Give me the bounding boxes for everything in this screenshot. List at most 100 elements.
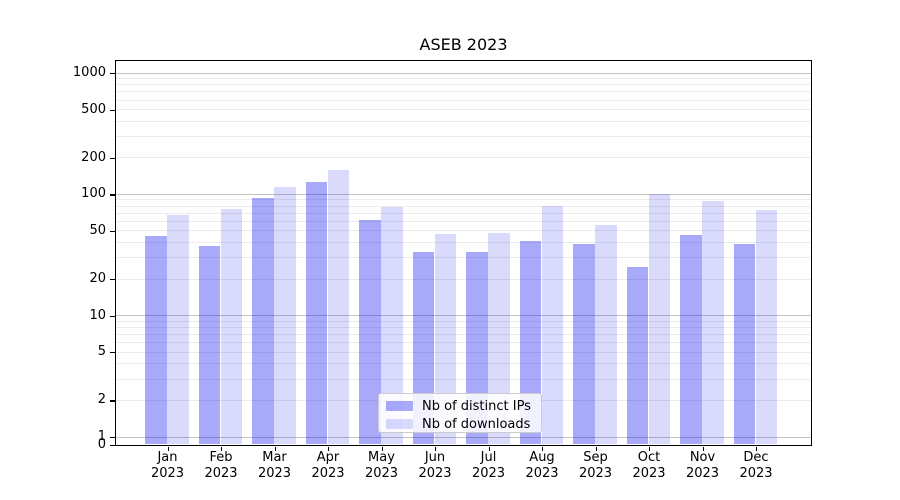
x-tick-mark-apr [328,446,330,451]
gridline-minor-700 [115,91,811,93]
y-tick-label-100: 100 [81,186,106,202]
gridline-minor-30 [115,257,811,259]
bar-downloads-feb [220,209,243,445]
gridline-major-1000 [115,72,811,74]
x-tick-label-feb: Feb 2023 [179,450,263,482]
x-tick-mark-feb [221,446,223,451]
x-tick-year-nov: 2023 [685,466,720,481]
x-tick-mark-jan [167,446,169,451]
legend: Nb of distinct IPs Nb of downloads [378,393,542,433]
x-tick-year-may: 2023 [364,466,399,481]
gridline-minor-20 [115,278,811,280]
x-tick-mark-sep [595,446,597,451]
y-tick-label-1000: 1000 [72,65,106,81]
bar-ips-may [359,219,381,445]
chart-title: ASEB 2023 [419,35,508,54]
legend-swatch-downloads [386,419,413,429]
y-tick-label-500: 500 [81,101,106,117]
x-tick-year-dec: 2023 [739,466,773,481]
x-tick-mark-nov [702,446,704,451]
x-tick-label-sep: Sep 2023 [554,450,638,482]
x-tick-year-aug: 2023 [525,466,559,481]
x-tick-label-oct: Oct 2023 [607,450,691,482]
x-tick-label-mar: Mar 2023 [233,450,317,482]
y-tick-mark-200 [110,157,115,160]
y-tick-label-5: 5 [97,344,106,360]
x-tick-year-jun: 2023 [418,466,452,481]
bar-downloads-sep [595,225,617,445]
x-tick-label-jul: Jul 2023 [447,450,531,482]
y-tick-label-50: 50 [89,222,106,238]
y-tick-mark-10 [110,315,115,317]
x-tick-mark-aug [542,446,544,451]
gridline-minor-80 [115,205,811,207]
gridline-minor-400 [115,120,811,122]
gridline-minor-90 [115,199,811,201]
gridline-major-100 [115,193,811,195]
gridline-minor-500 [115,109,811,111]
gridline-minor-9 [115,320,811,322]
y-tick-mark-1000 [110,73,115,75]
y-tick-mark-20 [110,279,115,281]
x-tick-label-dec: Dec 2023 [714,450,798,482]
bar-ips-apr [305,182,328,445]
x-tick-mark-jun [435,446,437,451]
bar-layer [116,61,811,445]
x-tick-mark-oct [649,446,651,451]
y-tick-label-20: 20 [89,271,106,287]
x-tick-year-jul: 2023 [471,466,506,481]
x-tick-label-jan: Jan 2023 [126,450,210,482]
gridline-minor-4 [115,363,811,365]
gridline-minor-60 [115,220,811,222]
gridline-major-10 [115,315,811,317]
bar-ips-feb [198,246,221,445]
x-tick-year-jan: 2023 [150,466,185,481]
gridline-minor-6 [115,342,811,344]
bar-ips-mar [252,198,274,445]
legend-swatch-distinct-ips [386,401,413,411]
bar-downloads-jun [434,233,457,445]
y-tick-mark-2 [110,400,115,402]
legend-item-distinct-ips: Nb of distinct IPs [386,398,531,414]
x-tick-year-mar: 2023 [257,466,292,481]
y-tick-mark-5 [110,352,115,354]
bar-ips-jan [145,235,167,445]
plot-area [114,59,812,446]
gridline-minor-3 [115,378,811,380]
gridline-minor-900 [115,78,811,80]
y-tick-mark-500 [110,109,115,111]
gridline-minor-7 [115,333,811,335]
x-tick-year-sep: 2023 [578,466,613,481]
legend-label-distinct-ips: Nb of distinct IPs [422,398,531,414]
y-tick-label-1: 1 [97,429,106,444]
gridline-minor-300 [115,136,811,138]
bar-ips-dec [733,243,756,445]
legend-item-downloads: Nb of downloads [386,416,531,432]
bar-downloads-may [381,206,403,445]
y-tick-mark-0 [110,445,115,447]
y-tick-mark-50 [110,230,115,233]
x-tick-mark-may [381,446,383,451]
legend-label-downloads: Nb of downloads [422,416,531,432]
x-tick-label-apr: Apr 2023 [286,450,370,482]
x-tick-mark-dec [756,446,758,451]
gridline-minor-200 [115,157,811,159]
y-tick-mark-1 [110,437,115,439]
x-tick-year-apr: 2023 [311,466,345,481]
bar-downloads-mar [274,187,296,445]
x-tick-year-oct: 2023 [632,466,666,481]
x-tick-label-may: May 2023 [340,450,424,482]
y-tick-label-0: 0 [97,437,106,452]
gridline-minor-8 [115,326,811,328]
bar-downloads-oct [648,193,671,445]
x-tick-mark-jul [488,446,490,451]
x-tick-label-aug: Aug 2023 [500,450,584,482]
y-tick-label-2: 2 [97,392,106,408]
bar-ips-sep [573,243,595,445]
bar-downloads-jul [488,232,510,445]
x-tick-label-jun: Jun 2023 [393,450,477,482]
bar-downloads-apr [327,170,350,445]
bar-ips-nov [680,234,702,445]
x-tick-mark-mar [274,446,276,451]
